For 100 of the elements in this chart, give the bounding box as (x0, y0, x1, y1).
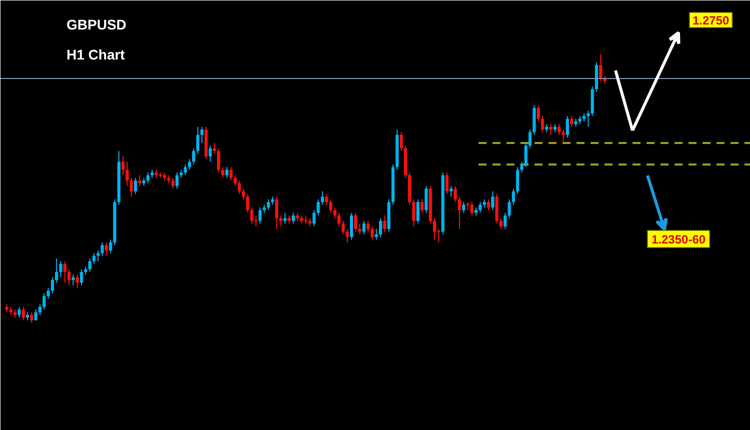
candlestick (346, 228, 349, 243)
candlestick (30, 312, 34, 324)
candlestick (329, 198, 332, 214)
candlestick (175, 172, 179, 190)
candlestick (412, 198, 416, 227)
candlestick (316, 198, 320, 216)
candlestick (88, 258, 92, 272)
candlestick (599, 54, 602, 82)
candlestick (238, 180, 241, 194)
candlestick (378, 218, 382, 238)
candlestick (504, 212, 507, 230)
candlestick (536, 104, 540, 122)
candlestick (234, 174, 237, 186)
candlestick (208, 145, 212, 162)
candlestick (104, 242, 108, 256)
candlestick (549, 124, 552, 136)
candlestick (416, 198, 420, 224)
candlestick (462, 202, 466, 214)
candlestick (258, 206, 262, 224)
candlestick (126, 161, 129, 186)
chart-title: GBPUSD (66, 16, 126, 32)
candlestick (342, 220, 345, 235)
candlestick (366, 220, 370, 232)
candlestick (246, 194, 250, 214)
candlestick (100, 242, 104, 256)
candlestick (80, 268, 84, 286)
candlestick (586, 110, 590, 128)
candlestick (134, 177, 138, 194)
candlestick (50, 276, 54, 294)
candlestick (96, 250, 100, 262)
candlestick (109, 239, 112, 254)
candlestick (34, 309, 38, 321)
candlestick (18, 306, 21, 318)
candlestick (566, 116, 569, 138)
candlestick (188, 158, 192, 170)
candlestick (499, 218, 503, 230)
candlestick (540, 116, 544, 133)
candlestick (424, 185, 428, 214)
candlestick (63, 260, 66, 284)
candlestick (59, 260, 62, 278)
candlestick (212, 142, 216, 154)
candlestick (229, 166, 233, 182)
candlestick (358, 223, 362, 235)
candlestick (478, 202, 482, 214)
candlestick (42, 292, 46, 310)
candlestick (312, 210, 316, 227)
candlestick (184, 164, 187, 176)
candlestick (171, 177, 174, 190)
candlestick (221, 166, 224, 178)
candlestick (354, 212, 358, 232)
candlestick (570, 116, 574, 128)
candlestick (320, 190, 324, 206)
candlestick (520, 161, 524, 173)
candlestick (445, 172, 449, 194)
candlestick (22, 306, 25, 321)
candlestick (528, 129, 532, 149)
candlestick (275, 196, 278, 230)
candlestick (420, 198, 424, 214)
chart-subtitle: H1 Chart (66, 46, 126, 62)
candlestick (562, 129, 565, 144)
candlestick (266, 198, 270, 211)
candlestick (242, 188, 246, 200)
candlestick (225, 166, 228, 178)
candlestick (508, 198, 511, 219)
candlestick (516, 166, 520, 194)
candlestick (279, 215, 282, 227)
candlestick (292, 212, 295, 224)
candlestick (72, 274, 75, 286)
candlestick (121, 156, 125, 176)
candlestick (524, 142, 528, 168)
candlestick (491, 190, 494, 211)
candlestick (470, 202, 474, 216)
candlestick (46, 288, 50, 300)
candlestick (458, 196, 462, 230)
candlestick (486, 198, 490, 211)
candlestick (146, 172, 150, 184)
candlestick (324, 194, 328, 206)
candlestick (337, 212, 341, 227)
candlestick (374, 228, 378, 240)
candlestick (67, 268, 71, 286)
candlestick (512, 188, 515, 206)
candlestick (558, 124, 561, 136)
candlestick (383, 215, 386, 232)
candlestick (92, 252, 96, 264)
candlestick (283, 212, 287, 224)
candlestick (250, 206, 254, 224)
candlestick (200, 126, 204, 144)
candlestick (38, 304, 42, 316)
candlestick (370, 226, 374, 240)
candlestick (216, 148, 220, 173)
text: 1.2350-60 (652, 232, 706, 246)
candlestick (400, 132, 403, 152)
candlestick (196, 126, 200, 154)
text: 1.2750 (692, 14, 730, 28)
candlestick (76, 274, 79, 289)
candlestick (55, 258, 58, 284)
candlestick (350, 212, 354, 240)
candlestick (130, 177, 133, 198)
candlestick (362, 220, 366, 235)
candlestick (432, 218, 436, 240)
